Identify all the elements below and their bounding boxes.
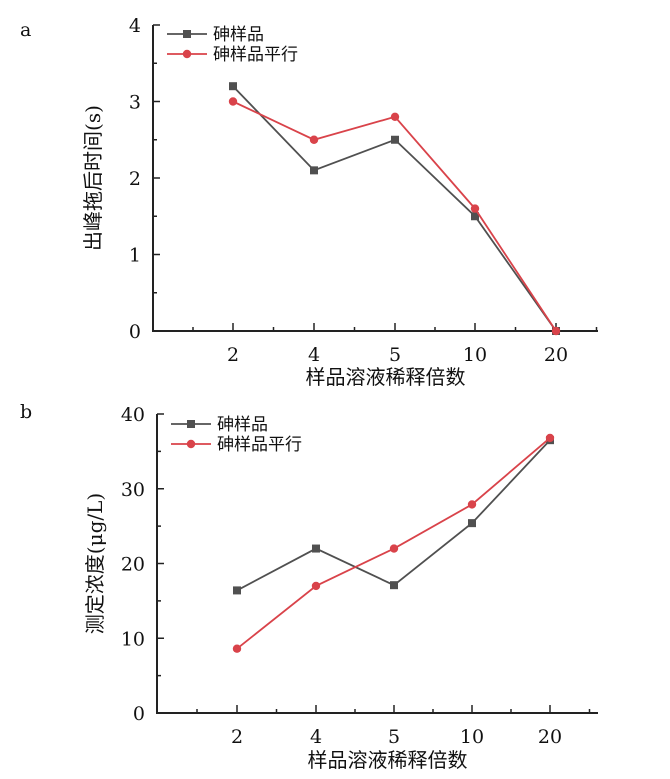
panel-a-y-tick-label: 2 (129, 168, 141, 190)
panel-a-data-point-circle (551, 326, 561, 336)
panel-b-legend-label-1: 砷样品 (217, 415, 268, 435)
panel-a-legend-marker-square (183, 30, 191, 38)
panel-b-y-tick-label: 10 (121, 628, 145, 650)
panel-a-y-tick-label: 3 (129, 92, 141, 114)
panel-a-y-tick-label: 4 (129, 15, 141, 37)
panel-a-x-tick-label: 5 (389, 344, 401, 366)
panel-a-data-point-circle (309, 135, 319, 144)
panel-b-x-tick-label: 10 (460, 726, 484, 748)
panel-a-axes (152, 25, 598, 332)
panel-a-x-axis-title: 样品溶液稀释倍数 (306, 365, 466, 389)
panel-a-data-point-circle (228, 97, 238, 106)
panel-b-y-tick-label: 40 (121, 404, 145, 426)
panel-b-data-point-square (233, 586, 241, 595)
panel-a-data-point-square (471, 212, 479, 221)
panel-b-data-point-circle (389, 544, 399, 553)
panel-a-label: a (20, 19, 31, 41)
panel-a-data-point-square (391, 135, 399, 144)
panel-a-x-tick-label: 2 (227, 344, 239, 366)
panel-a-x-tick-label: 20 (544, 344, 568, 366)
panel-b-data-point-circle (545, 433, 555, 443)
panel-b-label: b (20, 401, 32, 423)
panel-a-data-point-circle (470, 204, 480, 213)
panel-b-legend-label-2: 砷样品平行 (217, 435, 302, 455)
panel-b: b 0 10 20 30 40 2 4 5 10 20 样品溶液稀释倍数 测定浓度(μg/L) 砷样品砷… (20, 401, 598, 772)
panel-b-legend-marker-circle (186, 439, 196, 449)
panel-b-data-point-circle (232, 644, 242, 653)
panel-a-y-axis-title: 出峰拖后时间(s) (81, 105, 105, 251)
panel-a-x-tick-label: 4 (308, 344, 320, 366)
panel-b-series-line-1 (236, 439, 551, 592)
panel-b-y-tick-label: 20 (121, 554, 145, 576)
panel-a-legend-label-2: 砷样品平行 (213, 45, 298, 65)
panel-a-data-point-square (310, 166, 318, 175)
panel-a-y-tick-label: 1 (129, 245, 141, 267)
panel-b-y-tick-label: 0 (133, 703, 145, 725)
panel-a-x-tick-label: 10 (463, 344, 487, 366)
panel-b-legend-marker-square (187, 420, 195, 428)
panel-b-data-point-square (390, 581, 398, 590)
panel-b-series-line-2 (236, 437, 551, 650)
panel-b-data-point-square (468, 519, 476, 528)
panel-b-data-point-circle (311, 581, 321, 591)
panel-a-legend-marker-circle (182, 49, 192, 59)
panel-b-y-tick-label: 30 (121, 479, 145, 501)
panel-b-x-tick-label: 2 (231, 726, 243, 748)
panel-b-x-tick-label: 5 (388, 726, 400, 748)
panel-a-series-line-1 (232, 85, 557, 332)
panel-b-x-tick-label: 20 (538, 726, 562, 748)
panel-a-data-point-square (229, 82, 237, 91)
panel-a-legend-label-1: 砷样品 (213, 25, 264, 45)
panel-a-y-tick-label: 0 (129, 321, 141, 343)
panel-b-data-point-square (312, 544, 320, 553)
panel-b-y-axis-title: 测定浓度(μg/L) (83, 493, 107, 634)
panel-b-x-tick-label: 4 (310, 726, 322, 748)
panel-b-x-axis-title: 样品溶液稀释倍数 (308, 748, 468, 772)
panel-a-data-point-circle (390, 112, 400, 122)
panel-b-data-point-circle (467, 500, 477, 509)
